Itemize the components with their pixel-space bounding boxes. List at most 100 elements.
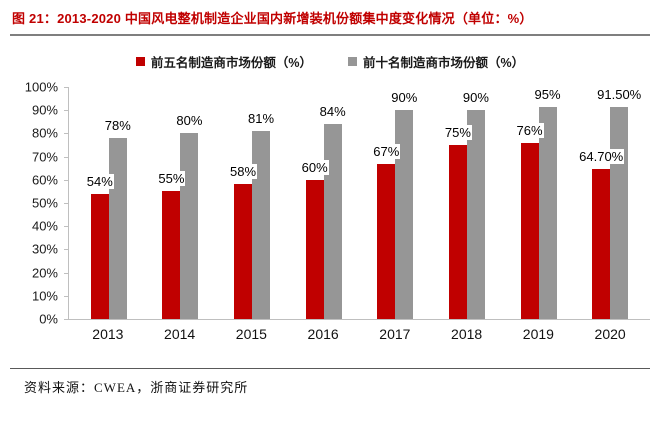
legend-label-top10: 前十名制造商市场份额（%） <box>363 56 525 70</box>
bar-group-2018: 75% 90% <box>431 87 503 319</box>
bar-value-label: 58% <box>229 164 258 180</box>
bar-top5-2017 <box>377 163 396 319</box>
y-tick-label: 80% <box>31 125 58 141</box>
y-tick-mark <box>64 133 69 135</box>
legend-label-top5: 前五名制造商市场份额（%） <box>150 56 312 70</box>
bar-top10-2014 <box>180 133 199 319</box>
bar-top5-2020 <box>592 168 611 319</box>
bar-value-label: 78% <box>103 118 132 134</box>
legend-item-top5: 前五名制造商市场份额（%） <box>135 52 312 71</box>
legend-swatch-red <box>135 57 145 66</box>
plot-area: 54% 78% 55% 80% 58% 81% 60% 84% 67% 90% 75% 90% 76% 9… <box>64 87 650 320</box>
plot-column: 54% 78% 55% 80% 58% 81% 60% 84% 67% 90% 75% 90% 76% 9… <box>64 87 650 342</box>
y-tick-label: 60% <box>31 172 58 188</box>
x-axis-label-2020: 2020 <box>594 326 626 342</box>
y-tick-mark <box>64 156 69 158</box>
legend-item-top10: 前十名制造商市场份额（%） <box>348 52 524 71</box>
bar-value-label: 75% <box>443 125 472 140</box>
bar-wrap: 90% <box>390 87 419 319</box>
legend-swatch-gray <box>348 57 357 66</box>
chart-legend: 前五名制造商市场份额（%） 前十名制造商市场份额（%） <box>10 52 650 71</box>
y-tick-mark <box>64 272 69 274</box>
bar-wrap: 90% <box>461 87 490 319</box>
bar-wrap: 81% <box>247 87 276 319</box>
y-axis: 100% 90% 80% 70% 60% 50% 40% 30% 20% 10% 0% <box>10 80 68 327</box>
bar-top5-2018 <box>448 145 467 319</box>
bar-wrap: 54% <box>85 87 114 319</box>
bar-top10-2019 <box>538 107 557 319</box>
bar-top10-2017 <box>395 110 414 319</box>
bar-wrap: 76% <box>515 87 544 319</box>
bar-value-label: 80% <box>175 113 204 129</box>
y-tick-mark <box>64 249 69 251</box>
y-tick-label: 30% <box>31 241 58 257</box>
bar-value-label: 91.50% <box>596 87 643 102</box>
bar-chart: 100% 90% 80% 70% 60% 50% 40% 30% 20% 10% 0% 54% 78%… <box>10 80 650 342</box>
y-tick-mark <box>64 319 69 320</box>
x-axis: 2013 2014 2015 2016 2017 2018 2019 2020 <box>68 320 650 342</box>
y-tick-mark <box>64 226 69 228</box>
x-axis-label-2015: 2015 <box>235 326 267 342</box>
bar-value-label: 84% <box>318 104 347 120</box>
bar-group-2019: 76% 95% <box>503 87 575 319</box>
y-tick-label: 20% <box>31 265 58 281</box>
x-axis-label-2019: 2019 <box>522 326 554 342</box>
y-tick-mark <box>64 87 69 88</box>
source-note: 资料来源：CWEA，浙商证券研究所 <box>24 380 249 395</box>
bar-wrap: 60% <box>300 87 329 319</box>
bar-top5-2013 <box>90 193 109 319</box>
bar-value-label: 64.70% <box>578 148 625 164</box>
bar-wrap: 58% <box>229 87 258 319</box>
y-tick-label: 70% <box>31 149 58 165</box>
y-tick-label: 90% <box>31 102 58 118</box>
bar-value-label: 60% <box>300 159 329 175</box>
bar-wrap: 64.70% <box>578 87 625 319</box>
x-axis-label-2018: 2018 <box>451 326 483 342</box>
bar-top5-2016 <box>305 179 324 319</box>
bar-group-2020: 64.70% 91.50% <box>574 87 646 319</box>
footer-divider <box>10 368 650 369</box>
bar-wrap: 67% <box>372 87 401 319</box>
y-tick-mark <box>64 203 69 204</box>
bar-top10-2016 <box>323 124 342 319</box>
bar-wrap: 80% <box>175 87 204 319</box>
y-tick-label: 50% <box>31 195 58 211</box>
bar-value-label: 54% <box>85 173 114 189</box>
bar-wrap: 84% <box>318 87 347 319</box>
bar-value-label: 90% <box>461 90 490 106</box>
bar-group-2015: 58% 81% <box>216 87 288 319</box>
y-tick-mark <box>64 110 69 112</box>
x-axis-label-2016: 2016 <box>307 326 339 342</box>
bar-wrap: 91.50% <box>596 87 643 319</box>
x-axis-label-2014: 2014 <box>164 326 196 342</box>
bar-top5-2019 <box>520 142 539 319</box>
bar-wrap: 95% <box>533 87 562 319</box>
bar-top10-2015 <box>252 131 271 319</box>
bar-group-2017: 67% 90% <box>360 87 432 319</box>
x-axis-label-2013: 2013 <box>92 326 124 342</box>
bar-top5-2015 <box>234 184 253 319</box>
title-divider <box>10 34 650 36</box>
bar-top10-2018 <box>466 110 485 319</box>
y-tick-label: 40% <box>31 218 58 234</box>
bar-value-label: 90% <box>390 90 419 106</box>
figure-title: 图 21：2013-2020 中国风电整机制造企业国内新增装机份额集中度变化情况… <box>12 11 533 26</box>
bar-group-2013: 54% 78% <box>73 87 145 319</box>
bar-top5-2014 <box>162 191 181 319</box>
bar-value-label: 81% <box>247 111 276 127</box>
bar-wrap: 75% <box>443 87 472 319</box>
bar-top10-2020 <box>610 107 629 319</box>
bar-wrap: 55% <box>157 87 186 319</box>
y-tick-label: 10% <box>31 288 58 304</box>
bar-wrap: 78% <box>103 87 132 319</box>
y-tick-mark <box>64 179 69 181</box>
x-axis-label-2017: 2017 <box>379 326 411 342</box>
bar-value-label: 76% <box>515 122 544 138</box>
bar-value-label: 95% <box>533 87 562 102</box>
bar-group-2016: 60% 84% <box>288 87 360 319</box>
y-tick-mark <box>64 295 69 297</box>
bar-top10-2013 <box>108 138 127 319</box>
y-tick-label: 0% <box>39 311 58 327</box>
y-tick-label: 100% <box>24 79 58 95</box>
